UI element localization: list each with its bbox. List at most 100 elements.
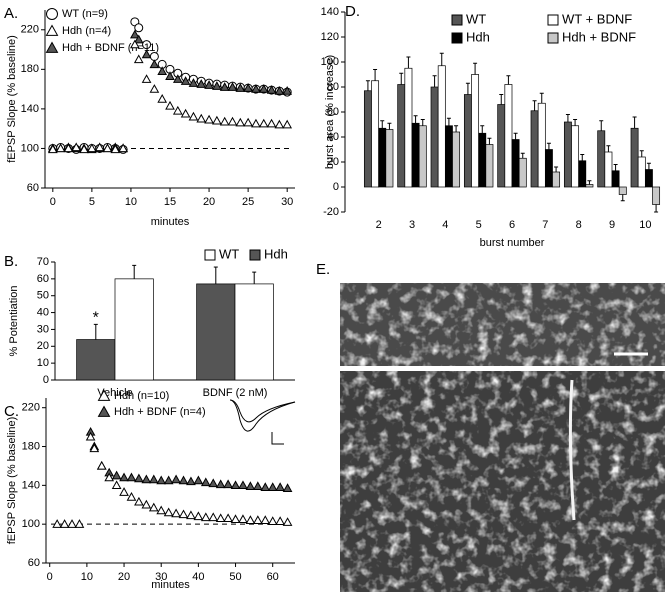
marker xyxy=(133,54,144,64)
bar xyxy=(585,184,594,188)
marker xyxy=(134,23,144,33)
y-tick-label: 180 xyxy=(21,63,39,75)
bar xyxy=(644,169,653,188)
y-tick-label: 50 xyxy=(37,290,49,302)
x-tick-label: 30 xyxy=(281,196,293,208)
x-axis-label: minutes xyxy=(151,216,190,228)
bar xyxy=(511,139,520,188)
marker xyxy=(204,80,214,89)
y-tick-label: 220 xyxy=(21,24,39,36)
x-tick-label: 10 xyxy=(81,571,93,583)
marker xyxy=(149,84,160,93)
bar xyxy=(485,144,494,188)
y-tick-label: 10 xyxy=(37,357,49,369)
bar xyxy=(397,84,406,188)
x-tick-label: 5 xyxy=(89,196,95,208)
bar xyxy=(76,339,116,381)
y-axis-label: fEPSP Slope (% baseline) xyxy=(6,35,18,163)
y-tick-label: 100 xyxy=(21,142,39,154)
marker xyxy=(193,475,204,485)
legend-swatch xyxy=(547,14,559,26)
y-tick-label: 100 xyxy=(22,518,40,530)
x-tick-label: 2 xyxy=(376,219,382,231)
legend-label: Hdh + BDNF (n=11) xyxy=(62,42,159,54)
marker xyxy=(133,34,144,44)
y-tick-label: 20 xyxy=(327,156,339,168)
y-tick-label: 30 xyxy=(37,323,49,335)
marker xyxy=(282,483,293,492)
marker xyxy=(102,143,113,153)
x-tick-label: 50 xyxy=(229,571,241,583)
marker xyxy=(212,115,222,125)
x-tick-label: 7 xyxy=(542,219,548,231)
bar xyxy=(504,84,513,188)
marker xyxy=(252,481,263,491)
marker xyxy=(156,505,167,515)
marker xyxy=(180,76,191,85)
x-tick-label: 0 xyxy=(47,571,53,583)
legend-label: WT (n=9) xyxy=(62,8,108,20)
bar xyxy=(530,110,539,188)
marker xyxy=(111,480,122,490)
panel-label: E. xyxy=(316,261,330,278)
marker xyxy=(193,511,204,521)
marker xyxy=(104,472,115,482)
legend-marker xyxy=(97,405,111,417)
marker xyxy=(243,83,253,92)
marker xyxy=(74,519,85,528)
legend-label: WT xyxy=(466,11,486,26)
marker xyxy=(251,84,261,93)
bar xyxy=(444,125,453,188)
marker xyxy=(141,474,152,484)
marker xyxy=(245,481,256,491)
y-tick-label: -20 xyxy=(323,206,339,218)
marker xyxy=(157,93,168,103)
legend-swatch xyxy=(451,32,463,44)
x-tick-label: 20 xyxy=(118,571,130,583)
y-tick-label: 220 xyxy=(22,402,40,414)
legend-swatch xyxy=(547,32,559,44)
y-tick-label: 80 xyxy=(327,81,339,93)
marker xyxy=(227,82,238,91)
marker xyxy=(180,108,191,118)
x-tick-label: 10 xyxy=(639,219,651,231)
legend-label: Hdh xyxy=(264,246,288,261)
x-tick-label: 30 xyxy=(155,571,167,583)
bar xyxy=(618,186,627,195)
marker xyxy=(223,513,233,523)
marker xyxy=(52,519,62,528)
marker xyxy=(110,144,121,154)
bar xyxy=(537,102,546,188)
y-tick-label: 140 xyxy=(21,103,39,115)
y-tick-label: 180 xyxy=(22,440,40,452)
bar xyxy=(196,283,236,381)
x-tick-label: BDNF (2 nM) xyxy=(203,387,268,399)
marker xyxy=(141,49,152,59)
legend-marker xyxy=(46,8,58,20)
panel-label: B. xyxy=(4,253,18,270)
bar xyxy=(630,127,639,188)
y-tick-label: 120 xyxy=(321,31,339,43)
marker xyxy=(71,142,82,152)
marker xyxy=(243,117,253,127)
marker xyxy=(267,516,278,525)
marker xyxy=(223,479,233,489)
marker xyxy=(282,86,293,95)
marker xyxy=(178,475,189,485)
marker xyxy=(126,472,137,482)
marker xyxy=(230,480,241,490)
marker xyxy=(111,470,122,480)
marker xyxy=(235,117,246,127)
bar xyxy=(637,156,646,188)
marker xyxy=(171,474,181,484)
y-tick-label: 40 xyxy=(327,131,339,143)
bar xyxy=(652,186,661,205)
marker xyxy=(258,84,269,93)
bar xyxy=(430,86,439,188)
marker xyxy=(186,476,196,486)
marker xyxy=(148,502,159,512)
marker xyxy=(141,499,152,509)
trace xyxy=(229,399,296,423)
panel-label: A. xyxy=(4,5,18,22)
marker xyxy=(87,143,97,153)
